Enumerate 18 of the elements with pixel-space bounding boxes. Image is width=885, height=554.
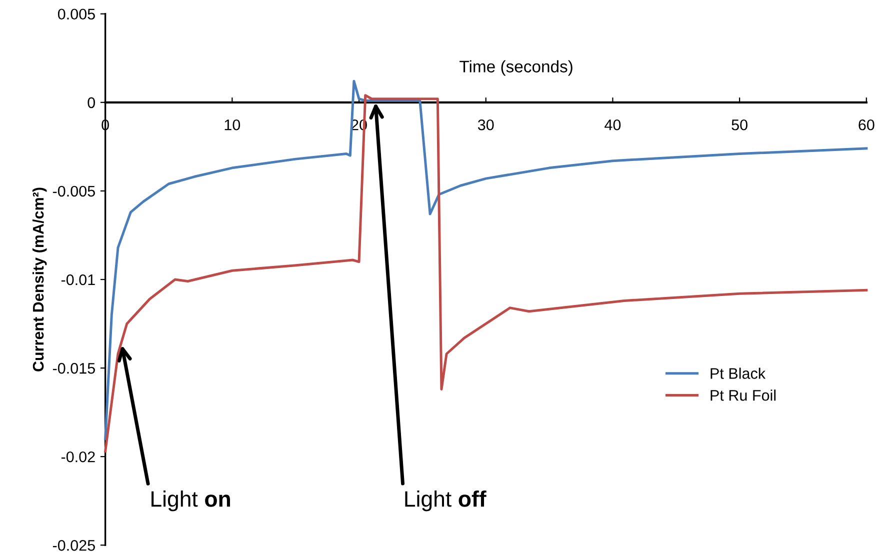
y-tick-label: -0.015 [52, 362, 95, 374]
x-tick-label: 30 [478, 119, 494, 130]
y-tick-label: -0.005 [52, 186, 95, 197]
y-tick-label: -0.01 [61, 274, 95, 286]
x-axis-title: Time (seconds) [460, 60, 572, 76]
y-tick-label: -0.025 [52, 540, 95, 551]
annotation: Light on [152, 490, 230, 512]
x-tick-label: 40 [604, 119, 621, 130]
y-tick-label: 0.005 [58, 8, 95, 20]
x-tick-label: 60 [858, 119, 874, 130]
annotation: Light off [405, 490, 486, 512]
y-axis-title: Current Density (mA/cm²) [32, 188, 47, 372]
y-tick-label: -0.02 [61, 451, 95, 462]
y-tick-label: 0 [88, 97, 95, 108]
legend-label: Pt Black [710, 368, 766, 379]
legend-label: Pt Ru Foil [710, 390, 776, 401]
x-tick-label: 10 [224, 119, 240, 130]
x-tick-label: 50 [732, 119, 748, 130]
